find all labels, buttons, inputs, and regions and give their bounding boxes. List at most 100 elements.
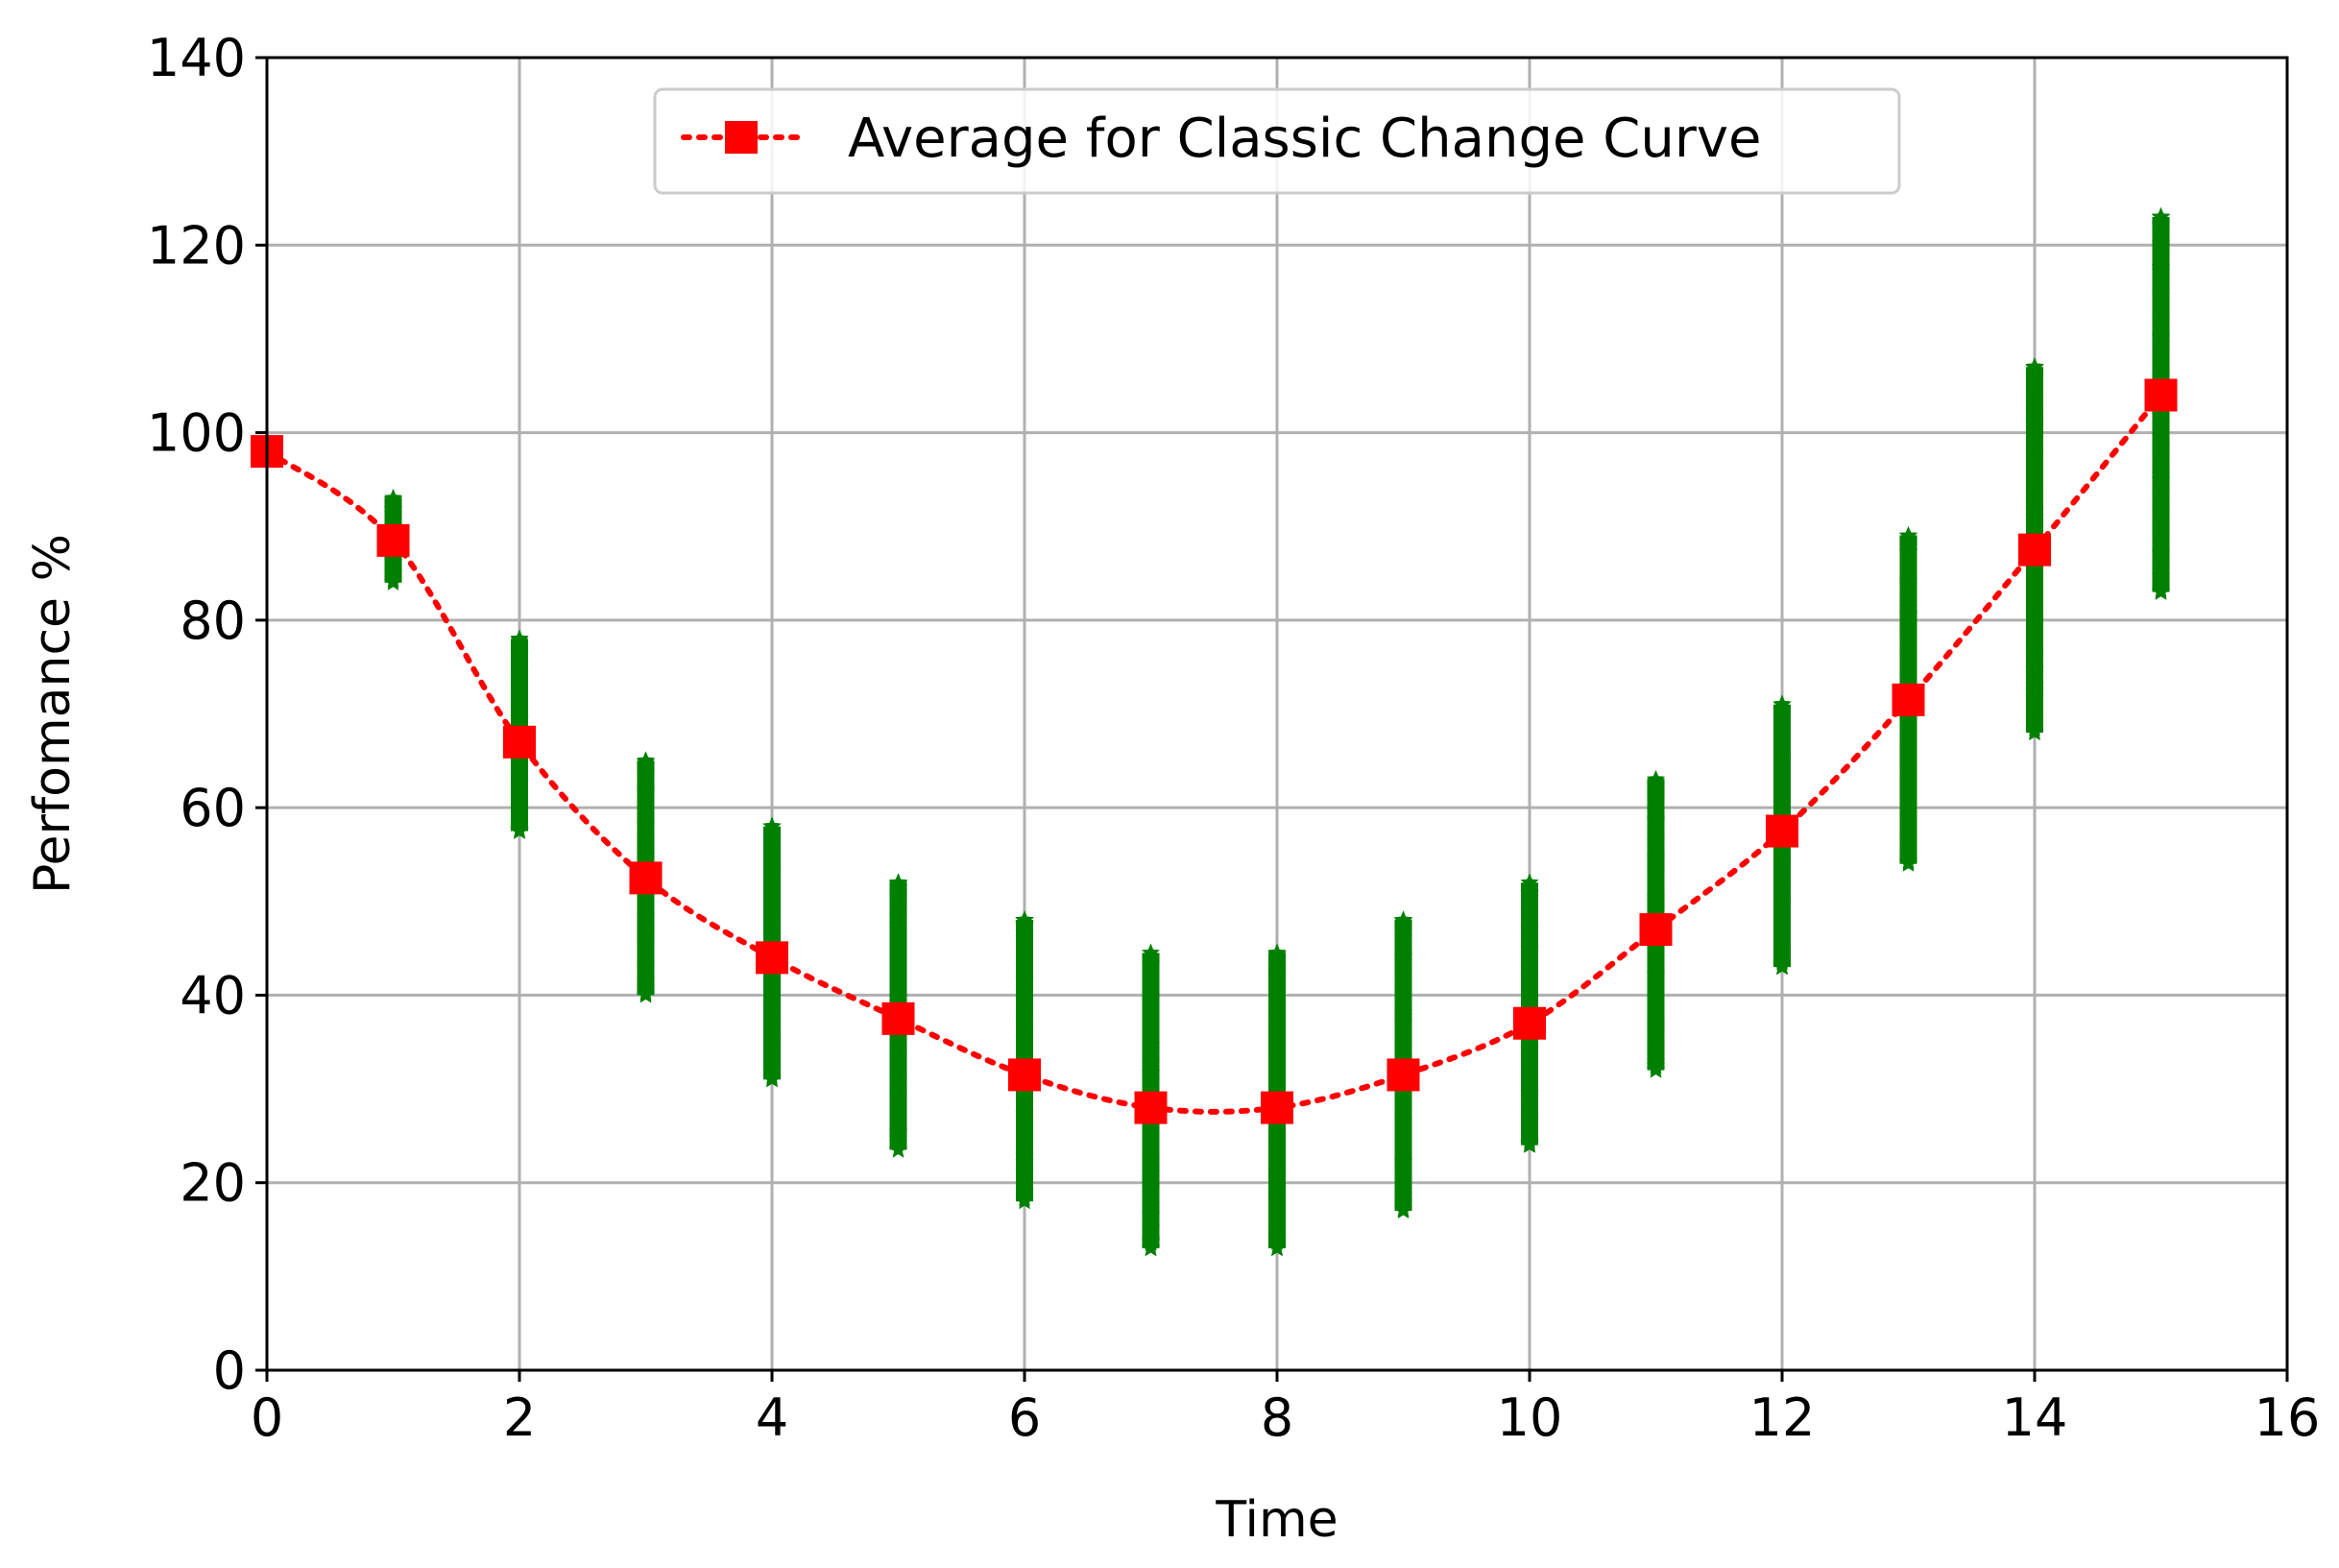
scatter-point bbox=[2025, 688, 2044, 706]
y-tick-label: 20 bbox=[180, 1153, 246, 1214]
legend-marker bbox=[725, 121, 758, 154]
scatter-point bbox=[1393, 1112, 1413, 1130]
scatter-point bbox=[1141, 1116, 1161, 1134]
scatter-point bbox=[636, 971, 656, 989]
x-tick-label: 4 bbox=[756, 1387, 788, 1448]
scatter-point bbox=[2151, 544, 2171, 563]
star-cluster bbox=[762, 816, 782, 1088]
scatter-point bbox=[1520, 1084, 1539, 1102]
scatter-point bbox=[1267, 1161, 1287, 1179]
y-tick-label: 0 bbox=[213, 1340, 246, 1401]
x-tick-label: 12 bbox=[1749, 1387, 1816, 1448]
scatter-point bbox=[1646, 786, 1666, 805]
scatter-point bbox=[1520, 1135, 1539, 1153]
scatter-point bbox=[1520, 968, 1539, 986]
scatter-point bbox=[1141, 1072, 1161, 1090]
scatter-point bbox=[1520, 945, 1539, 963]
average-marker bbox=[2144, 378, 2178, 412]
scatter-point bbox=[1267, 1136, 1287, 1154]
scatter-point bbox=[762, 877, 782, 895]
axis-ticks: 0 2 4 6 8 10 12 14 16 0 20 40 60 80 100 120 140 bbox=[147, 28, 2320, 1448]
scatter-point bbox=[1015, 1152, 1034, 1170]
average-marker bbox=[1639, 913, 1673, 947]
scatter-point bbox=[1015, 970, 1034, 988]
scatter-point bbox=[2151, 406, 2171, 424]
scatter-point bbox=[1267, 1065, 1287, 1083]
scatter-point bbox=[1015, 1110, 1034, 1128]
scatter-point bbox=[2151, 525, 2171, 543]
scatter-point bbox=[1898, 756, 1918, 774]
scatter-point bbox=[2025, 507, 2044, 525]
average-marker bbox=[629, 861, 663, 895]
average-marker bbox=[1134, 1091, 1168, 1124]
scatter-point bbox=[2025, 723, 2044, 741]
scatter-point bbox=[1015, 1162, 1034, 1180]
scatter-point bbox=[1646, 848, 1666, 866]
average-marker bbox=[503, 725, 536, 759]
scatter-point bbox=[1267, 1218, 1287, 1236]
scatter-point bbox=[762, 977, 782, 995]
scatter-point bbox=[2151, 237, 2171, 255]
scatter-point bbox=[636, 953, 656, 972]
y-tick-label: 140 bbox=[147, 28, 246, 88]
scatter-point bbox=[2151, 470, 2171, 489]
average-marker bbox=[756, 941, 788, 975]
scatter-point bbox=[1898, 844, 1918, 862]
star-cluster bbox=[888, 873, 908, 1158]
scatter-point bbox=[1520, 919, 1539, 937]
scatter-point bbox=[1646, 1036, 1666, 1054]
average-marker bbox=[1008, 1058, 1041, 1092]
scatter-point bbox=[1393, 1152, 1413, 1170]
scatter-point bbox=[1015, 946, 1034, 964]
scatter-point bbox=[762, 1070, 782, 1088]
scatter-point bbox=[762, 1013, 782, 1031]
scatter-point bbox=[762, 902, 782, 920]
scatter-point bbox=[2025, 442, 2044, 460]
scatter-point bbox=[636, 815, 656, 833]
average-marker bbox=[1513, 1006, 1546, 1040]
scatter-point bbox=[636, 807, 656, 825]
scatter-point bbox=[1520, 939, 1539, 957]
scatter-point bbox=[1646, 898, 1666, 916]
scatter-point bbox=[1141, 1063, 1161, 1081]
scatter-point bbox=[1520, 901, 1539, 919]
scatter-point bbox=[1772, 893, 1792, 911]
scatter-point bbox=[1267, 1169, 1287, 1187]
scatter-point bbox=[1898, 789, 1918, 808]
scatter-series bbox=[383, 207, 2171, 1257]
scatter-point bbox=[1267, 980, 1287, 999]
average-marker bbox=[1261, 1091, 1293, 1124]
scatter-point bbox=[1520, 1031, 1539, 1049]
scatter-point bbox=[383, 563, 403, 581]
scatter-point bbox=[2025, 675, 2044, 693]
scatter-point bbox=[1898, 534, 1918, 552]
scatter-point bbox=[1646, 1019, 1666, 1037]
scatter-point bbox=[1898, 598, 1918, 616]
legend-label: Average for Classic Change Curve bbox=[848, 108, 1761, 170]
scatter-point bbox=[2151, 437, 2171, 455]
scatter-point bbox=[2025, 659, 2044, 677]
scatter-point bbox=[1520, 1039, 1539, 1057]
scatter-point bbox=[1141, 1041, 1161, 1059]
scatter-point bbox=[1393, 987, 1413, 1005]
scatter-point bbox=[1267, 1075, 1287, 1094]
scatter-point bbox=[1898, 606, 1918, 624]
scatter-point bbox=[1393, 1035, 1413, 1053]
scatter-point bbox=[1646, 1060, 1666, 1078]
scatter-point bbox=[1015, 1014, 1034, 1032]
scatter-point bbox=[1898, 669, 1918, 688]
x-tick-label: 6 bbox=[1008, 1387, 1041, 1448]
scatter-point bbox=[1267, 1239, 1287, 1257]
scatter-point bbox=[1393, 910, 1413, 929]
y-tick-label: 80 bbox=[180, 591, 246, 651]
scatter-point bbox=[2025, 413, 2044, 431]
scatter-point bbox=[1015, 957, 1034, 976]
scatter-point bbox=[1393, 922, 1413, 940]
scatter-point bbox=[762, 844, 782, 862]
scatter-point bbox=[1393, 947, 1413, 965]
scatter-point bbox=[1015, 1140, 1034, 1158]
scatter-point bbox=[1141, 947, 1161, 965]
scatter-point bbox=[1772, 861, 1792, 880]
scatter-point bbox=[888, 1124, 908, 1143]
